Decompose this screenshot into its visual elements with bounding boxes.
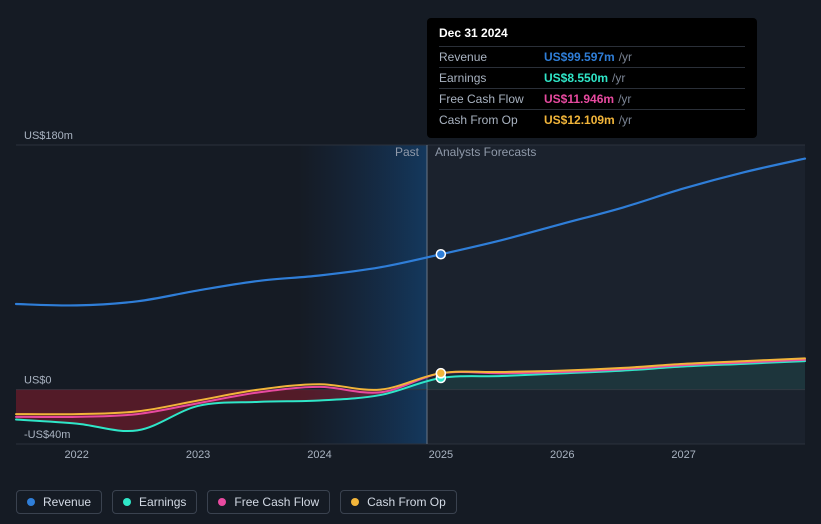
tooltip-row-unit: /yr (612, 71, 625, 85)
tooltip-row: Cash From OpUS$12.109m/yr (439, 109, 745, 130)
legend-item-label: Cash From Op (367, 495, 446, 509)
tooltip-row-value: US$11.946m (544, 92, 614, 106)
tooltip-row: RevenueUS$99.597m/yr (439, 46, 745, 67)
tooltip-row-label: Cash From Op (439, 113, 544, 127)
tooltip-row: EarningsUS$8.550m/yr (439, 67, 745, 88)
tooltip-date: Dec 31 2024 (439, 26, 745, 40)
legend-item-cfo[interactable]: Cash From Op (340, 490, 457, 514)
chart-tooltip: Dec 31 2024 RevenueUS$99.597m/yrEarnings… (427, 18, 757, 138)
tooltip-row-label: Earnings (439, 71, 544, 85)
svg-text:2026: 2026 (550, 449, 574, 461)
legend-dot-icon (351, 498, 359, 506)
tooltip-row-unit: /yr (619, 113, 632, 127)
tooltip-row-unit: /yr (618, 92, 631, 106)
tooltip-row-value: US$12.109m (544, 113, 615, 127)
legend-item-label: Earnings (139, 495, 186, 509)
svg-text:2022: 2022 (64, 449, 88, 461)
svg-text:US$180m: US$180m (24, 130, 73, 142)
legend-item-earnings[interactable]: Earnings (112, 490, 197, 514)
tooltip-row-label: Free Cash Flow (439, 92, 544, 106)
legend-item-fcf[interactable]: Free Cash Flow (207, 490, 330, 514)
tooltip-row-unit: /yr (619, 50, 632, 64)
tooltip-row-value: US$99.597m (544, 50, 615, 64)
chart-legend: Revenue Earnings Free Cash Flow Cash From O… (16, 490, 457, 514)
svg-text:2027: 2027 (671, 449, 695, 461)
legend-dot-icon (218, 498, 226, 506)
svg-text:2025: 2025 (429, 449, 453, 461)
legend-item-label: Free Cash Flow (234, 495, 319, 509)
legend-dot-icon (27, 498, 35, 506)
svg-text:Analysts Forecasts: Analysts Forecasts (435, 145, 536, 159)
legend-dot-icon (123, 498, 131, 506)
legend-item-label: Revenue (43, 495, 91, 509)
tooltip-row: Free Cash FlowUS$11.946m/yr (439, 88, 745, 109)
tooltip-row-label: Revenue (439, 50, 544, 64)
legend-item-revenue[interactable]: Revenue (16, 490, 102, 514)
svg-text:Past: Past (395, 145, 420, 159)
svg-text:2023: 2023 (186, 449, 210, 461)
svg-text:2024: 2024 (307, 449, 331, 461)
svg-text:US$0: US$0 (24, 375, 52, 387)
svg-text:-US$40m: -US$40m (24, 429, 70, 441)
tooltip-row-value: US$8.550m (544, 71, 608, 85)
